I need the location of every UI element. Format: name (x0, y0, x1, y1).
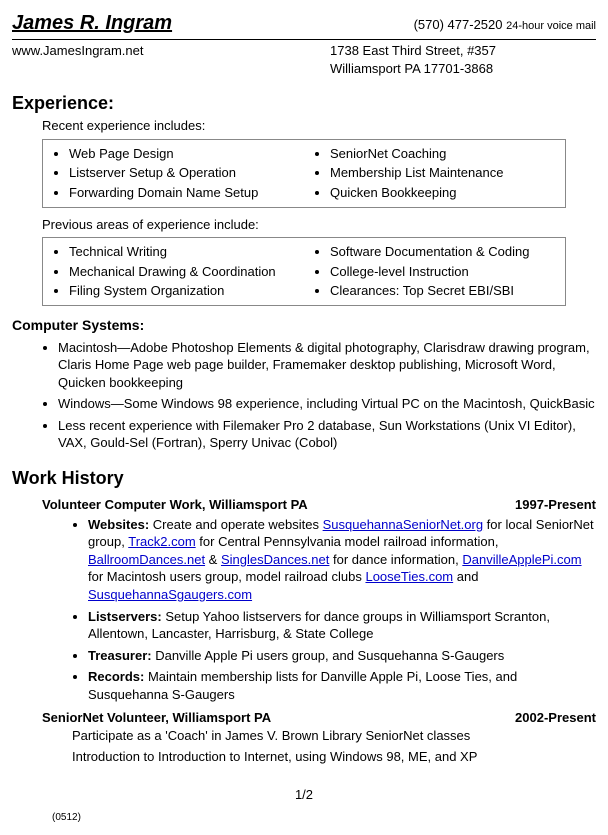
recent-item: Forwarding Domain Name Setup (69, 183, 296, 203)
previous-box: Technical Writing Mechanical Drawing & C… (42, 237, 566, 306)
website[interactable]: www.JamesIngram.net (12, 42, 144, 77)
recent-left-col: Web Page Design Listserver Setup & Opera… (43, 140, 304, 207)
previous-left-col: Technical Writing Mechanical Drawing & C… (43, 238, 304, 305)
link-singlesdances[interactable]: SinglesDances.net (221, 552, 329, 567)
listservers-label: Listservers: (88, 609, 162, 624)
header-row: James R. Ingram (570) 477-2520 24-hour v… (12, 10, 596, 37)
link-track2[interactable]: Track2.com (128, 534, 195, 549)
job1-dates: 1997-Present (515, 496, 596, 514)
websites-label: Websites: (88, 517, 149, 532)
computer-list: Macintosh—Adobe Photoshop Elements & dig… (42, 339, 596, 452)
footer-code: (0512) (52, 811, 596, 825)
link-looseties[interactable]: LooseTies.com (365, 569, 453, 584)
previous-item: Software Documentation & Coding (330, 242, 557, 262)
job1-header: Volunteer Computer Work, Williamsport PA… (42, 496, 596, 514)
previous-item: Technical Writing (69, 242, 296, 262)
previous-label: Previous areas of experience include: (42, 216, 596, 234)
address-block: 1738 East Third Street, #357 Williamspor… (330, 42, 596, 77)
previous-item: College-level Instruction (330, 262, 557, 282)
address-line2: Williamsport PA 17701-3868 (330, 60, 496, 78)
experience-title: Experience: (12, 91, 596, 115)
link-danvilleapplepi[interactable]: DanvilleApplePi.com (462, 552, 581, 567)
recent-item: Quicken Bookkeeping (330, 183, 557, 203)
job2-title: SeniorNet Volunteer, Williamsport PA (42, 709, 271, 727)
link-susquehanna-seniornet[interactable]: SusquehannaSeniorNet.org (323, 517, 483, 532)
job2-dates: 2002-Present (515, 709, 596, 727)
recent-item: Web Page Design (69, 144, 296, 164)
previous-item: Clearances: Top Secret EBI/SBI (330, 281, 557, 301)
job1-list: Websites: Create and operate websites Su… (72, 516, 596, 703)
recent-item: Membership List Maintenance (330, 163, 557, 183)
job2-line1: Participate as a 'Coach' in James V. Bro… (72, 727, 596, 745)
recent-right-col: SeniorNet Coaching Membership List Maint… (304, 140, 565, 207)
job1-listservers: Listservers: Setup Yahoo listservers for… (88, 608, 596, 643)
phone-block: (570) 477-2520 24-hour voice mail (414, 16, 596, 34)
recent-item: Listserver Setup & Operation (69, 163, 296, 183)
computer-item: Macintosh—Adobe Photoshop Elements & dig… (58, 339, 596, 392)
phone: (570) 477-2520 (414, 17, 503, 32)
previous-item: Filing System Organization (69, 281, 296, 301)
header-rule (12, 39, 596, 40)
work-history-title: Work History (12, 466, 596, 490)
job1-treasurer: Treasurer: Danville Apple Pi users group… (88, 647, 596, 665)
treasurer-label: Treasurer: (88, 648, 152, 663)
link-susquehanna-sgaugers[interactable]: SusquehannaSgaugers.com (88, 587, 252, 602)
previous-item: Mechanical Drawing & Coordination (69, 262, 296, 282)
job2-header: SeniorNet Volunteer, Williamsport PA 200… (42, 709, 596, 727)
page-number: 1/2 (12, 786, 596, 804)
recent-label: Recent experience includes: (42, 117, 596, 135)
name: James R. Ingram (12, 10, 172, 37)
link-ballroomdances[interactable]: BallroomDances.net (88, 552, 205, 567)
job1-websites: Websites: Create and operate websites Su… (88, 516, 596, 604)
address-line1: 1738 East Third Street, #357 (330, 42, 496, 60)
recent-item: SeniorNet Coaching (330, 144, 557, 164)
recent-box: Web Page Design Listserver Setup & Opera… (42, 139, 566, 208)
computer-systems-title: Computer Systems: (12, 316, 596, 335)
computer-item: Less recent experience with Filemaker Pr… (58, 417, 596, 452)
computer-item: Windows—Some Windows 98 experience, incl… (58, 395, 596, 413)
subheader-row: www.JamesIngram.net 1738 East Third Stre… (12, 42, 596, 77)
job2-line2: Introduction to Introduction to Internet… (72, 748, 596, 766)
voicemail-note: 24-hour voice mail (506, 20, 596, 32)
records-label: Records: (88, 669, 144, 684)
job1-title: Volunteer Computer Work, Williamsport PA (42, 496, 308, 514)
job1-records: Records: Maintain membership lists for D… (88, 668, 596, 703)
previous-right-col: Software Documentation & Coding College-… (304, 238, 565, 305)
